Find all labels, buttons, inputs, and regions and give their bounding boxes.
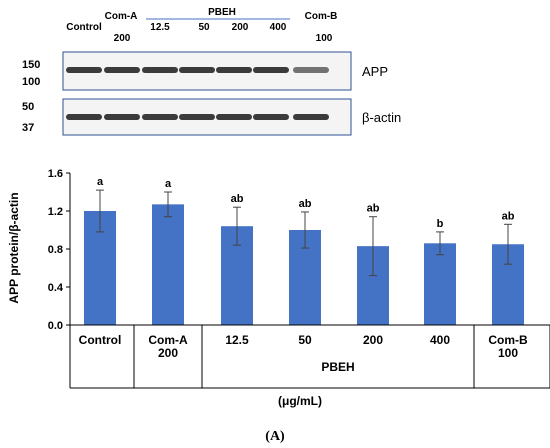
actin-band [179, 114, 215, 120]
app-band [104, 67, 140, 73]
actin-band [104, 114, 140, 120]
app-blot: 150 100 APP [22, 51, 388, 91]
x-category-label: 50 [298, 333, 312, 347]
app-bands [66, 67, 329, 73]
y-axis: 0.0 0.4 0.8 1.2 1.6 [48, 168, 71, 332]
actin-band [253, 114, 289, 120]
x-category-label: 200 [363, 333, 383, 347]
x-category-sub-label: 200 [158, 346, 178, 360]
lane-label-control: Control [66, 22, 102, 33]
app-band [216, 67, 252, 73]
actin-band [216, 114, 252, 120]
significance-label: ab [299, 198, 312, 210]
pbeh-dose-2: 50 [198, 22, 210, 33]
y-axis-label: APP protein/β-actin [7, 192, 21, 303]
bar [152, 204, 184, 325]
pbeh-dose-3: 200 [232, 22, 249, 33]
app-band [142, 67, 178, 73]
x-group-label: PBEH [321, 360, 354, 374]
actin-band [66, 114, 102, 120]
lane-sub-com-a: 200 [114, 33, 131, 44]
actin-bands [66, 114, 329, 120]
y-tick-label: 1.6 [48, 168, 63, 180]
x-category-label: 400 [430, 333, 450, 347]
significance-label: ab [502, 210, 515, 222]
significance-label: b [437, 218, 444, 230]
lane-label-com-b: Com-B [305, 11, 338, 22]
bar [424, 243, 456, 325]
bar-chart: APP protein/β-actin 0.0 0.4 0.8 1.2 1.6 a a ab… [7, 168, 550, 408]
app-band [293, 67, 329, 73]
x-category-label: Com-A [148, 333, 188, 347]
bars: a a ab ab ab b ab [84, 176, 524, 325]
significance-label: a [97, 176, 104, 188]
significance-label: ab [367, 203, 380, 215]
y-tick-label: 0.8 [48, 244, 63, 256]
pbeh-header: PBEH [208, 7, 236, 18]
x-category-label: 12.5 [225, 333, 249, 347]
actin-label: β-actin [362, 110, 401, 125]
app-band [253, 67, 289, 73]
app-marker-100: 100 [22, 76, 40, 88]
app-label: APP [362, 64, 388, 79]
app-marker-150: 150 [22, 59, 40, 71]
pbeh-dose-1: 12.5 [150, 22, 170, 33]
blot-header: Control Com-A 200 PBEH 12.5 50 200 400 C… [66, 7, 337, 44]
app-band [66, 67, 102, 73]
figure-caption: (A) [265, 429, 285, 444]
x-category-label: Control [79, 333, 122, 347]
lane-sub-com-b: 100 [316, 33, 333, 44]
x-axis-unit: (μg/mL) [278, 394, 322, 408]
y-tick-label: 0.4 [48, 282, 64, 294]
significance-label: ab [231, 193, 244, 205]
actin-blot: 50 37 β-actin [22, 98, 401, 136]
pbeh-dose-4: 400 [270, 22, 287, 33]
y-tick-label: 0.0 [48, 320, 63, 332]
x-category-sub-label: 100 [498, 346, 518, 360]
lane-label-com-a: Com-A [105, 11, 138, 22]
actin-band [293, 114, 329, 120]
y-tick-label: 1.2 [48, 206, 63, 218]
actin-marker-37: 37 [22, 122, 34, 134]
significance-label: a [165, 178, 172, 190]
actin-marker-50: 50 [22, 101, 34, 113]
app-band [179, 67, 215, 73]
actin-band [142, 114, 178, 120]
x-category-label: Com-B [488, 333, 528, 347]
